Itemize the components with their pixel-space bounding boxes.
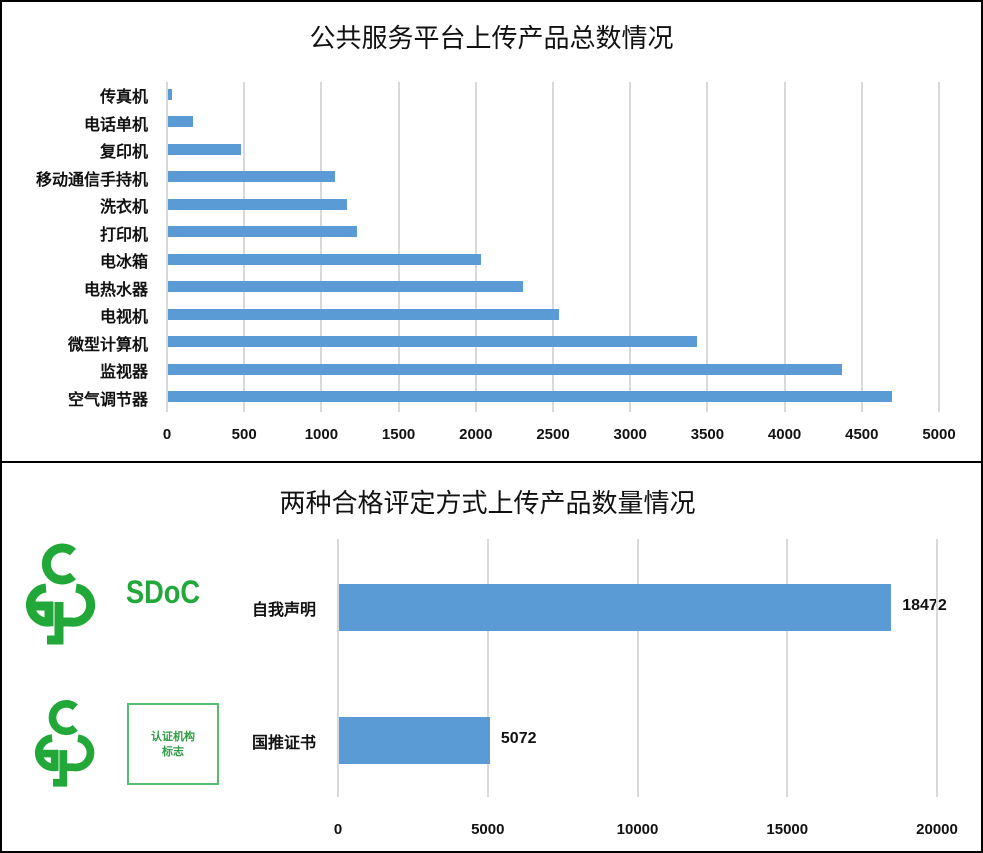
x-tick-label: 15000 [766, 821, 809, 838]
gridline [783, 82, 786, 412]
gridline [706, 82, 709, 412]
certification-logo: 认证机构 标志 [30, 697, 220, 787]
bar [168, 336, 698, 347]
bar [339, 583, 892, 631]
gridline [337, 539, 339, 797]
category-label: 监视器 [99, 362, 148, 381]
bar [168, 143, 242, 155]
bar [168, 308, 560, 320]
bar [168, 198, 347, 210]
x-tick-label: 3000 [613, 426, 647, 443]
chart-title: 两种合格评定方式上传产品数量情况 [279, 489, 696, 519]
bar [168, 171, 336, 182]
ccc-cgp-logo-icon [26, 543, 96, 645]
ccc-cgp-logo-icon [34, 700, 95, 787]
data-label: 18472 [902, 597, 947, 614]
x-tick-label: 2500 [536, 426, 570, 443]
category-label: 电冰箱 [99, 252, 148, 271]
x-tick-label: 10000 [616, 821, 659, 838]
x-tick-label: 1500 [381, 426, 416, 443]
certification-body-mark-text: 认证机构 标志 [151, 730, 195, 758]
category-label: 打印机 [99, 224, 148, 244]
category-label: 电话单机 [83, 114, 148, 134]
category-label: 洗衣机 [99, 197, 148, 216]
bar [168, 116, 194, 127]
gridline [786, 539, 789, 797]
chart-title: 公共服务平台上传产品总数情况 [309, 24, 674, 54]
x-tick-label: 4500 [845, 426, 879, 443]
category-label: 国推证书 [251, 733, 316, 752]
gridline [397, 82, 400, 412]
x-tick-label: 5000 [471, 821, 505, 838]
category-label: 空气调节器 [67, 389, 148, 409]
gridline [636, 539, 639, 797]
category-label: 传真机 [99, 87, 148, 106]
x-tick-label: 1000 [304, 426, 339, 443]
x-tick-label: 20000 [916, 821, 958, 838]
gridline [486, 539, 489, 797]
bar [168, 88, 172, 100]
category-label: 电热水器 [83, 279, 148, 299]
sdoc-logo-text: SDoC [126, 574, 201, 610]
x-tick-label: 500 [231, 426, 257, 443]
gridline [936, 539, 938, 797]
data-label: 5072 [500, 730, 537, 747]
bar [168, 281, 523, 292]
chart-panel-product-totals: 公共服务平台上传产品总数情况 传真机电话单机复印机移动通信手持机洗衣机打印机电冰… [0, 0, 983, 463]
category-label: 移动通信手持机 [35, 169, 148, 189]
x-tick-label: 4000 [767, 426, 802, 443]
gridline [166, 82, 168, 412]
bar [168, 391, 892, 402]
x-tick-label: 3500 [690, 426, 725, 443]
gridline [629, 82, 632, 412]
sdoc-logo: SDoC [21, 540, 221, 645]
x-tick-label: 5000 [922, 426, 956, 443]
chart-panel-assessment-methods: 两种合格评定方式上传产品数量情况 SDoC 认证机构 标志 [0, 461, 983, 853]
category-label: 电视机 [99, 307, 148, 326]
gridline [320, 82, 323, 412]
category-label: 自我声明 [251, 600, 316, 619]
category-label: 微型计算机 [67, 334, 148, 354]
certification-body-mark-box: 认证机构 标志 [127, 703, 219, 785]
gridline [243, 82, 246, 412]
x-tick-label: 0 [162, 426, 172, 443]
gridline [552, 82, 554, 412]
bar [339, 716, 490, 764]
x-tick-label: 0 [333, 821, 343, 838]
gridline [474, 82, 477, 412]
x-tick-label: 2000 [459, 426, 493, 443]
bar [168, 226, 357, 237]
plot-area [166, 82, 946, 412]
bar [168, 363, 842, 375]
plot-area [337, 539, 943, 797]
gridline [860, 82, 863, 412]
category-label: 复印机 [99, 142, 148, 161]
bar [168, 253, 482, 265]
gridline [938, 82, 940, 412]
